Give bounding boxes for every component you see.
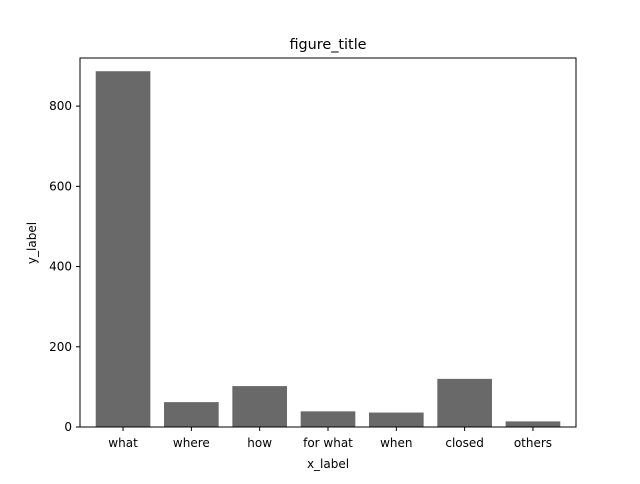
bar <box>437 378 492 427</box>
y-tick-label: 400 <box>49 260 72 274</box>
x-tick-label: when <box>380 436 412 450</box>
bar <box>368 412 424 427</box>
x-axis: what where how for what when closed others <box>108 427 552 450</box>
bar <box>505 421 561 427</box>
bar <box>95 71 151 428</box>
bar <box>164 402 219 427</box>
x-tick-label: others <box>514 436 552 450</box>
x-tick-label: for what <box>303 436 353 450</box>
y-tick-label: 800 <box>49 99 72 113</box>
x-tick-label: how <box>247 436 272 450</box>
bar <box>300 411 356 427</box>
chart-title: figure_title <box>289 37 366 53</box>
y-axis-label: y_label <box>25 222 39 264</box>
y-tick-label: 600 <box>49 179 72 193</box>
bar <box>232 386 288 427</box>
y-tick-label: 200 <box>49 340 72 354</box>
plot-area <box>95 71 561 428</box>
x-tick-label: what <box>108 436 138 450</box>
x-tick-label: closed <box>445 436 484 450</box>
plot-frame <box>79 57 577 428</box>
x-tick-label: where <box>173 436 210 450</box>
x-axis-label: x_label <box>307 457 349 471</box>
y-tick-label: 0 <box>64 420 72 434</box>
y-axis: 0 200 400 600 800 <box>49 99 80 434</box>
